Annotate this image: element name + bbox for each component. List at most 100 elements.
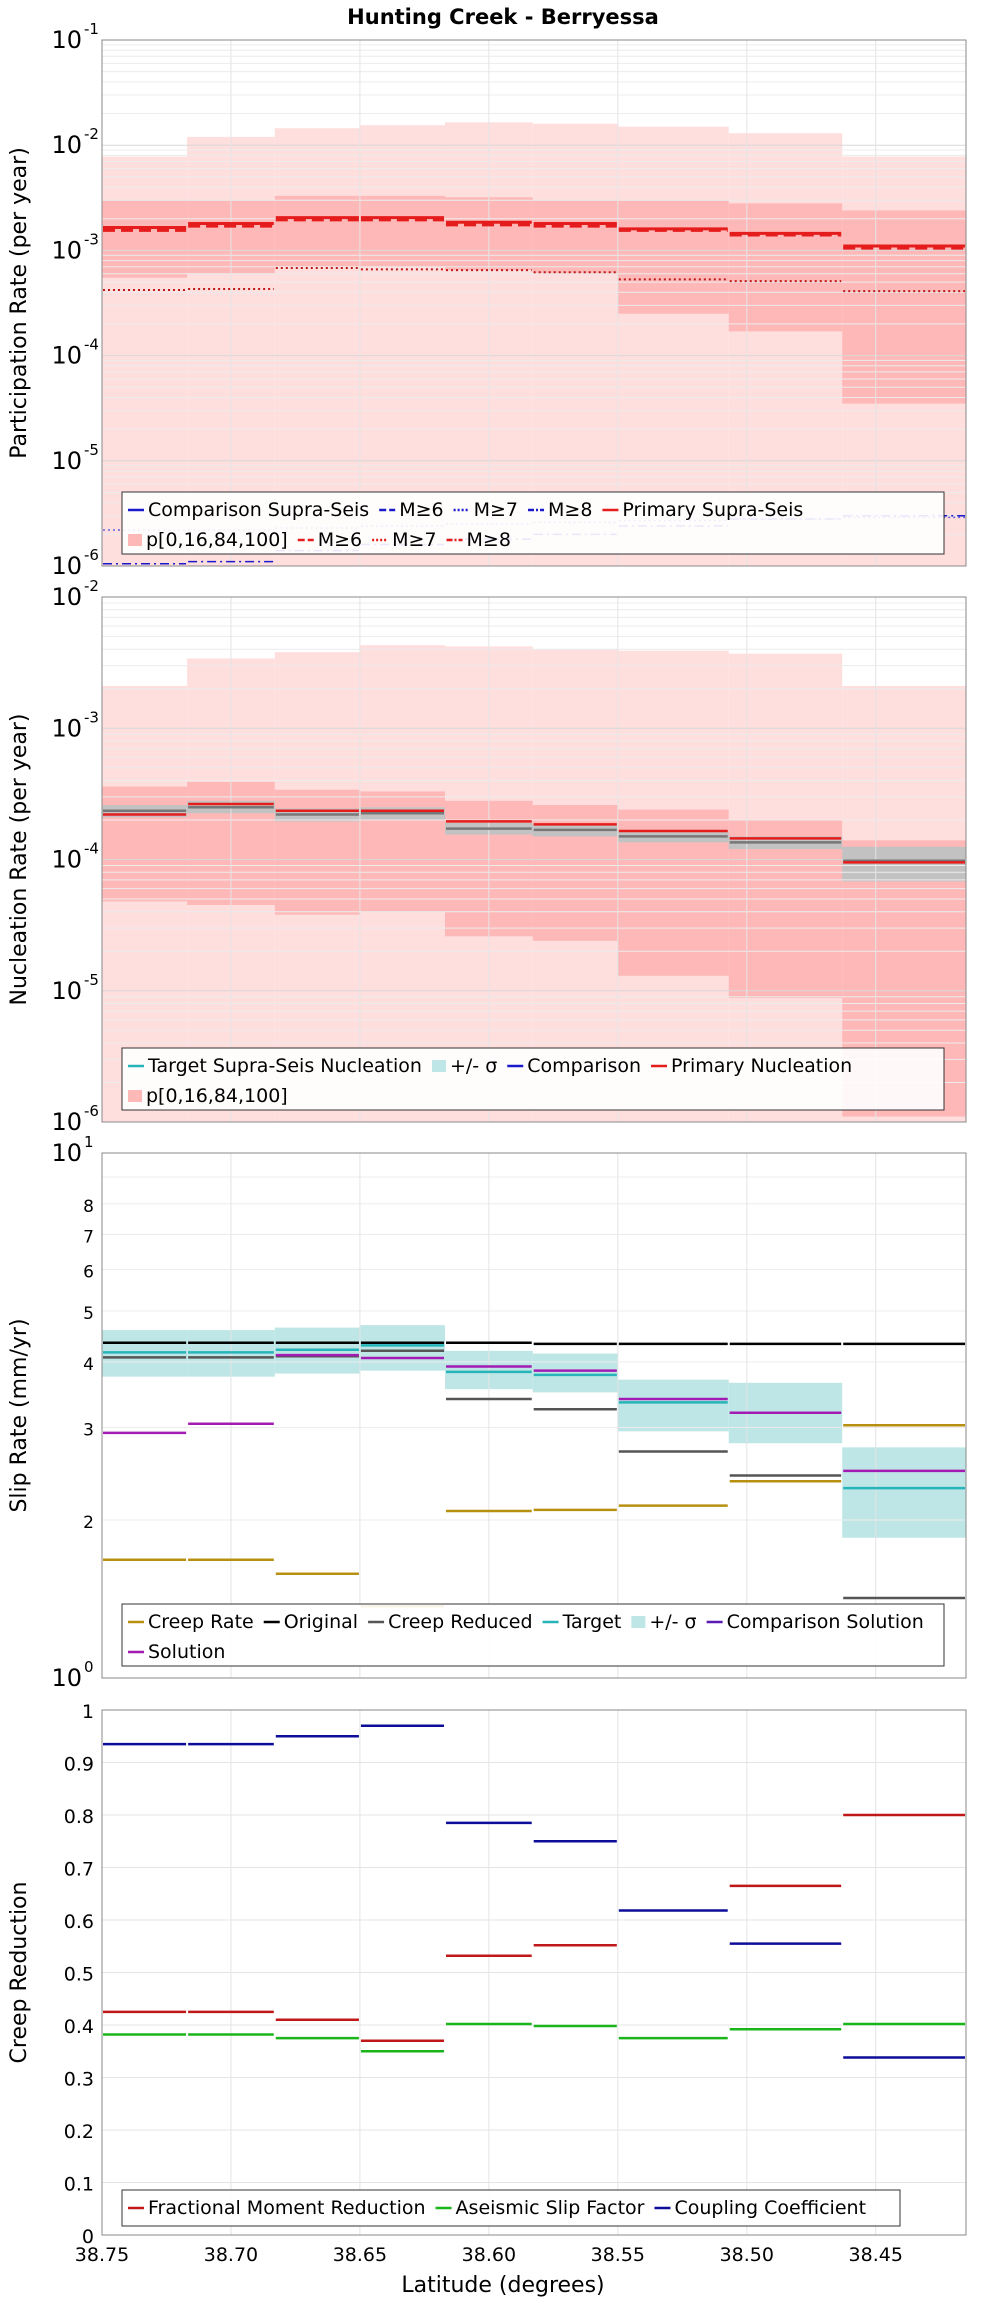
y-axis-label-nucleation: Nucleation Rate (per year) xyxy=(7,714,32,1006)
y-tick-label: 10 xyxy=(51,846,82,874)
y-tick-exponent: -4 xyxy=(84,336,99,354)
x-axis: 38.75 38.70 38.65 38.60 38.55 38.50 38.45 xyxy=(75,2244,903,2266)
y-tick-exponent: -4 xyxy=(84,840,99,858)
y-tick-label: 0.4 xyxy=(64,2016,94,2038)
band-sigma-5 xyxy=(532,1353,618,1393)
y-tick-exponent: -2 xyxy=(84,125,99,143)
legend-box xyxy=(121,2189,901,2227)
band-p16-84-7 xyxy=(728,203,843,332)
x-tick-label: 38.55 xyxy=(591,2244,645,2266)
y-tick-label: 10 xyxy=(51,26,82,54)
y-axis-participation: 10-610-510-410-310-210-1 xyxy=(51,20,99,580)
legend-nucleation: Target Supra-Seis Nucleation +/- σ Compari… xyxy=(121,1047,945,1111)
band-sigma-6 xyxy=(617,1379,729,1432)
y-axis-label-creep: Creep Reduction xyxy=(7,1882,32,2064)
legend-label: +/- σ xyxy=(649,1611,696,1633)
legend-label: Solution xyxy=(148,1641,225,1663)
legend-box xyxy=(121,1603,945,1667)
legend-label: M≥7 xyxy=(392,529,436,551)
y-tick-label: 0.5 xyxy=(64,1964,94,1986)
legend-creep: Fractional Moment Reduction Aseismic Slip… xyxy=(121,2189,901,2227)
y-tick-label: 0.6 xyxy=(64,1911,94,1933)
grid-slip xyxy=(102,1153,966,1678)
y-tick-exponent: -6 xyxy=(84,546,99,564)
legend-label: Comparison Supra-Seis xyxy=(148,499,369,521)
y-tick-exponent: -5 xyxy=(84,971,99,989)
plot-frame xyxy=(101,1709,967,2236)
y-tick-label: 5 xyxy=(83,1304,94,1324)
band-p16-84-0 xyxy=(102,200,188,278)
y-tick-exponent: -5 xyxy=(84,441,99,459)
band-sigma-8 xyxy=(842,846,966,882)
y-tick-exponent: -3 xyxy=(84,708,99,726)
x-axis-label: Latitude (degrees) xyxy=(401,2273,604,2298)
grid-participation xyxy=(102,40,966,566)
legend-participation: Comparison Supra-Seis M≥6 M≥7 M≥8 Primary Su… xyxy=(121,491,945,555)
y-tick-exponent: 1 xyxy=(84,1133,94,1151)
legend-label: Comparison Solution xyxy=(727,1611,924,1633)
legend-label: M≥6 xyxy=(399,499,443,521)
legend-label: M≥8 xyxy=(548,499,592,521)
y-axis-label-participation: Participation Rate (per year) xyxy=(7,147,32,459)
y-tick-exponent: -1 xyxy=(84,20,99,38)
grid-nucleation xyxy=(102,597,966,1122)
band-p16-84-2 xyxy=(274,195,360,267)
y-tick-label: 6 xyxy=(83,1262,94,1282)
legend-swatch xyxy=(128,534,142,546)
y-tick-label: 10 xyxy=(51,714,82,742)
y-tick-label: 0.3 xyxy=(64,2069,94,2091)
x-tick-label: 38.75 xyxy=(75,2244,129,2266)
legend-label: Aseismic Slip Factor xyxy=(456,2197,645,2219)
legend-box xyxy=(121,491,945,555)
band-sigma-8 xyxy=(842,1447,966,1538)
figure-title: Hunting Creek - Berryessa xyxy=(347,5,659,29)
legend-label: Target Supra-Seis Nucleation xyxy=(147,1055,422,1077)
y-tick-exponent: 0 xyxy=(84,1658,94,1676)
plot-frame xyxy=(101,1152,967,1679)
band-p16-84-5 xyxy=(532,200,618,274)
legend-label: Primary Nucleation xyxy=(671,1055,852,1077)
legend-swatch xyxy=(431,1060,446,1072)
chart-panel-creep: 0 0.1 0.2 0.3 0.4 0.5 0.6 0.7 0.8 0.9 1 Creep Reduc… xyxy=(7,1701,967,2266)
y-tick-label: 0.2 xyxy=(64,2121,94,2143)
y-tick-label: 4 xyxy=(83,1355,94,1375)
y-tick-exponent: -3 xyxy=(84,230,99,248)
y-tick-label: 10 xyxy=(51,131,82,159)
band-sigma-3 xyxy=(359,1325,446,1371)
y-tick-label: 10 xyxy=(51,552,82,580)
x-tick-label: 38.60 xyxy=(462,2244,516,2266)
plot-frame xyxy=(101,39,967,567)
y-tick-exponent: -2 xyxy=(84,577,99,595)
legend-label: +/- σ xyxy=(450,1055,497,1077)
legend-label: M≥6 xyxy=(318,529,362,551)
y-tick-label: 10 xyxy=(51,447,82,475)
x-tick-label: 38.65 xyxy=(333,2244,387,2266)
legend-swatch xyxy=(128,1090,142,1102)
band-p16-84-3 xyxy=(359,195,446,267)
plot-area-slip xyxy=(102,1153,966,1678)
plot-area-creep xyxy=(102,1710,966,2235)
y-tick-label: 10 xyxy=(51,583,82,611)
plot-area-participation xyxy=(102,40,966,566)
legend-swatch xyxy=(631,1616,646,1628)
x-tick-label: 38.45 xyxy=(849,2244,903,2266)
y-tick-label: 0.8 xyxy=(64,1806,94,1828)
y-tick-label: 10 xyxy=(51,977,82,1005)
y-tick-label: 0.7 xyxy=(64,1859,94,1881)
band-p16-84-6 xyxy=(617,200,729,314)
y-tick-label: 0 xyxy=(82,2226,94,2248)
legend-label: M≥8 xyxy=(467,529,511,551)
legend-label: Comparison xyxy=(527,1055,641,1077)
x-tick-label: 38.50 xyxy=(720,2244,774,2266)
y-axis-creep: 0 0.1 0.2 0.3 0.4 0.5 0.6 0.7 0.8 0.9 1 xyxy=(64,1701,94,2248)
y-tick-label: 10 xyxy=(51,1139,82,1167)
band-p16-84-7 xyxy=(728,819,843,999)
y-tick-label: 8 xyxy=(83,1197,94,1217)
y-tick-label: 2 xyxy=(83,1513,94,1533)
legend-label: Target xyxy=(562,1611,622,1633)
